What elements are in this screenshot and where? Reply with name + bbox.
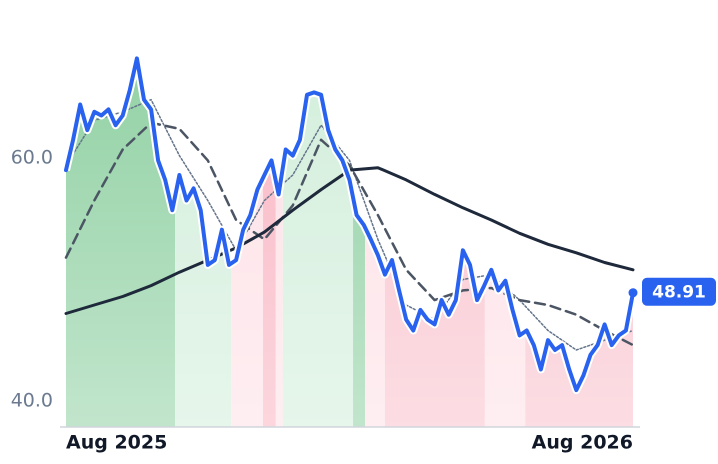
y-tick-label: 60.0 xyxy=(11,146,53,168)
x-tick-label: Aug 2026 xyxy=(532,432,633,454)
x-tick-label: Aug 2025 xyxy=(66,432,167,454)
regions xyxy=(66,58,633,427)
last-point xyxy=(628,288,638,298)
y-tick-label: 40.0 xyxy=(11,389,53,411)
region-fade xyxy=(66,58,633,427)
last-value-badge xyxy=(642,277,716,306)
moving-average-line xyxy=(65,98,634,351)
moving-average-line xyxy=(64,121,635,347)
last-value-label: 48.91 xyxy=(652,283,706,303)
price-line xyxy=(64,56,635,393)
